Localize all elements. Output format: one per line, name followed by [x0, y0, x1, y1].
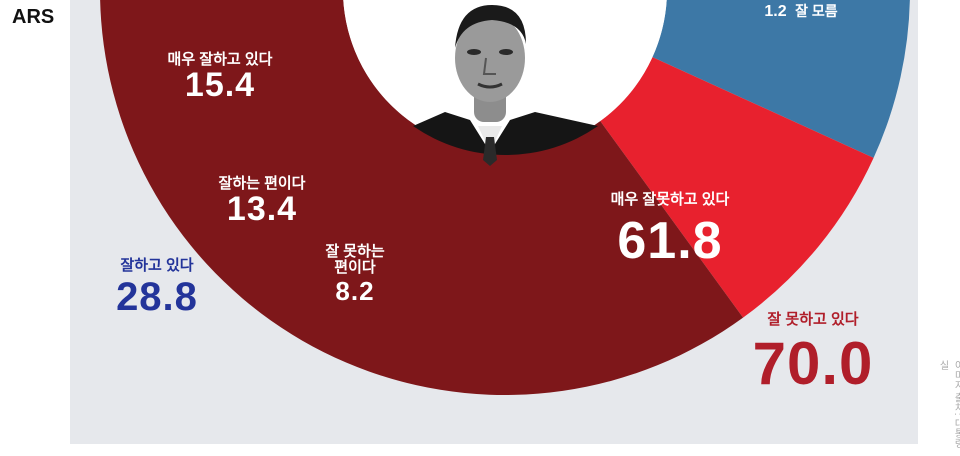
total-bad-value: 70.0: [752, 329, 874, 397]
total-bad: 잘 못하고 있다 70.0: [738, 312, 888, 395]
total-bad-caption: 잘 못하고 있다: [767, 311, 859, 328]
label-bad-caption-line1: 잘 못하는: [325, 243, 385, 260]
label-bad: 잘 못하는 편이다 8.2: [305, 244, 405, 305]
survey-method-label: ARS: [12, 6, 55, 28]
label-very-good: 매우 잘하고 있다 15.4: [160, 52, 280, 103]
total-good: 잘하고 있다 28.8: [92, 258, 222, 318]
donut-segment-2: [652, 0, 910, 158]
label-very-good-value: 15.4: [184, 65, 256, 104]
total-good-caption: 잘하고 있다: [120, 257, 194, 274]
total-good-value: 28.8: [116, 274, 198, 319]
label-very-good-caption: 매우 잘하고 있다: [167, 51, 273, 68]
label-very-bad-caption: 매우 잘못하고 있다: [610, 191, 730, 208]
label-good-value: 13.4: [226, 189, 298, 228]
label-bad-value: 8.2: [335, 275, 375, 306]
label-good: 잘하는 편이다 13.4: [202, 176, 322, 227]
label-bad-caption-line2: 편이다: [334, 258, 376, 276]
donut-segment-3: [600, 57, 874, 318]
donut-segment-4: [100, 0, 744, 395]
label-very-bad: 매우 잘못하고 있다 61.8: [595, 192, 745, 268]
president-portrait-image: [413, 5, 598, 166]
label-unknown-value: 1.2: [764, 3, 787, 20]
image-credit: 이미지 출처: 대통령실: [937, 360, 960, 449]
label-unknown-caption: 잘 모름: [795, 3, 838, 19]
label-good-caption: 잘하는 편이다: [218, 175, 306, 192]
label-unknown: 1.2 잘 모름: [756, 3, 846, 21]
label-very-bad-value: 61.8: [617, 211, 723, 270]
